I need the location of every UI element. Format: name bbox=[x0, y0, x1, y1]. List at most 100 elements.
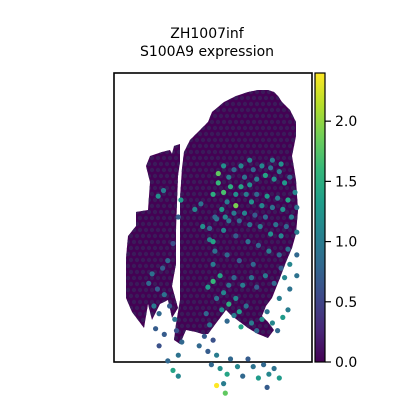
background-spot bbox=[287, 155, 293, 161]
background-spot bbox=[161, 203, 167, 209]
background-spot bbox=[185, 167, 191, 173]
background-spot bbox=[191, 119, 197, 125]
background-spot bbox=[194, 245, 200, 251]
background-spot bbox=[152, 173, 158, 179]
background-spot bbox=[131, 179, 137, 185]
background-spot bbox=[143, 239, 149, 245]
background-spot bbox=[300, 336, 304, 340]
background-spot bbox=[236, 125, 242, 131]
expression-spot bbox=[241, 210, 248, 216]
background-spot bbox=[201, 354, 205, 358]
background-spot bbox=[284, 90, 290, 95]
background-spot bbox=[191, 179, 197, 185]
expression-spot bbox=[231, 275, 237, 281]
background-spot bbox=[306, 264, 310, 268]
background-spot bbox=[197, 335, 203, 341]
background-spot bbox=[140, 161, 146, 167]
background-spot bbox=[245, 143, 251, 149]
background-spot bbox=[276, 84, 280, 88]
background-spot bbox=[254, 305, 260, 311]
background-spot bbox=[200, 185, 206, 191]
background-spot bbox=[260, 90, 266, 95]
background-spot bbox=[287, 143, 293, 149]
background-spot bbox=[281, 335, 287, 341]
background-spot bbox=[242, 101, 248, 107]
background-spot bbox=[161, 311, 167, 317]
background-spot bbox=[293, 179, 298, 185]
background-spot bbox=[128, 209, 134, 215]
background-spot bbox=[161, 167, 167, 173]
background-spot bbox=[206, 125, 212, 131]
background-spot bbox=[120, 240, 124, 244]
background-spot bbox=[120, 96, 124, 100]
background-spot bbox=[126, 239, 131, 245]
background-spot bbox=[126, 281, 128, 287]
background-spot bbox=[176, 185, 182, 191]
background-spot bbox=[242, 149, 248, 155]
background-spot bbox=[209, 131, 215, 137]
background-spot bbox=[126, 341, 128, 344]
background-spot bbox=[179, 323, 185, 329]
background-spot bbox=[303, 210, 307, 214]
background-spot bbox=[146, 305, 152, 311]
background-spot bbox=[128, 341, 134, 344]
background-spot bbox=[254, 233, 260, 239]
background-spot bbox=[179, 299, 185, 305]
background-spot bbox=[129, 354, 133, 358]
background-spot bbox=[161, 143, 167, 149]
background-spot bbox=[179, 179, 185, 185]
background-spot bbox=[287, 299, 293, 305]
background-spot bbox=[269, 335, 275, 341]
background-spot bbox=[231, 78, 235, 82]
background-spot bbox=[293, 263, 298, 269]
background-spot bbox=[284, 281, 290, 287]
background-spot bbox=[134, 173, 140, 179]
background-spot bbox=[257, 335, 263, 341]
expression-spot bbox=[217, 365, 223, 372]
background-spot bbox=[200, 233, 206, 239]
background-spot bbox=[233, 251, 239, 257]
background-spot bbox=[197, 275, 203, 281]
background-spot bbox=[117, 186, 121, 190]
background-spot bbox=[126, 227, 131, 233]
background-spot bbox=[140, 149, 146, 155]
background-spot bbox=[296, 137, 298, 143]
background-spot bbox=[140, 137, 146, 143]
background-spot bbox=[143, 227, 149, 233]
background-spot bbox=[266, 197, 272, 203]
background-spot bbox=[117, 90, 121, 94]
expression-spot bbox=[276, 169, 282, 175]
background-spot bbox=[137, 119, 143, 125]
background-spot bbox=[227, 155, 233, 161]
background-spot bbox=[161, 95, 167, 101]
expression-spot bbox=[264, 384, 270, 390]
background-spot bbox=[287, 203, 293, 209]
background-spot bbox=[281, 131, 287, 137]
background-spot bbox=[176, 317, 182, 323]
background-spot bbox=[293, 143, 298, 149]
background-spot bbox=[287, 239, 293, 245]
background-spot bbox=[221, 155, 227, 161]
background-spot bbox=[126, 84, 130, 88]
background-spot bbox=[176, 293, 182, 299]
background-spot bbox=[140, 233, 146, 239]
background-spot bbox=[278, 173, 284, 179]
background-spot bbox=[287, 119, 293, 125]
background-spot bbox=[131, 275, 137, 281]
background-spot bbox=[242, 257, 248, 263]
background-spot bbox=[303, 126, 307, 130]
background-spot bbox=[179, 119, 185, 125]
background-spot bbox=[140, 281, 146, 287]
background-spot bbox=[257, 311, 263, 317]
background-spot bbox=[128, 173, 134, 179]
background-spot bbox=[297, 354, 301, 358]
background-spot bbox=[272, 293, 278, 299]
background-spot bbox=[233, 227, 239, 233]
expression-spot bbox=[156, 311, 162, 317]
background-spot bbox=[242, 245, 248, 251]
background-spot bbox=[254, 257, 260, 263]
background-spot bbox=[260, 197, 266, 203]
background-spot bbox=[128, 101, 134, 107]
background-spot bbox=[266, 185, 272, 191]
background-spot bbox=[224, 341, 230, 344]
